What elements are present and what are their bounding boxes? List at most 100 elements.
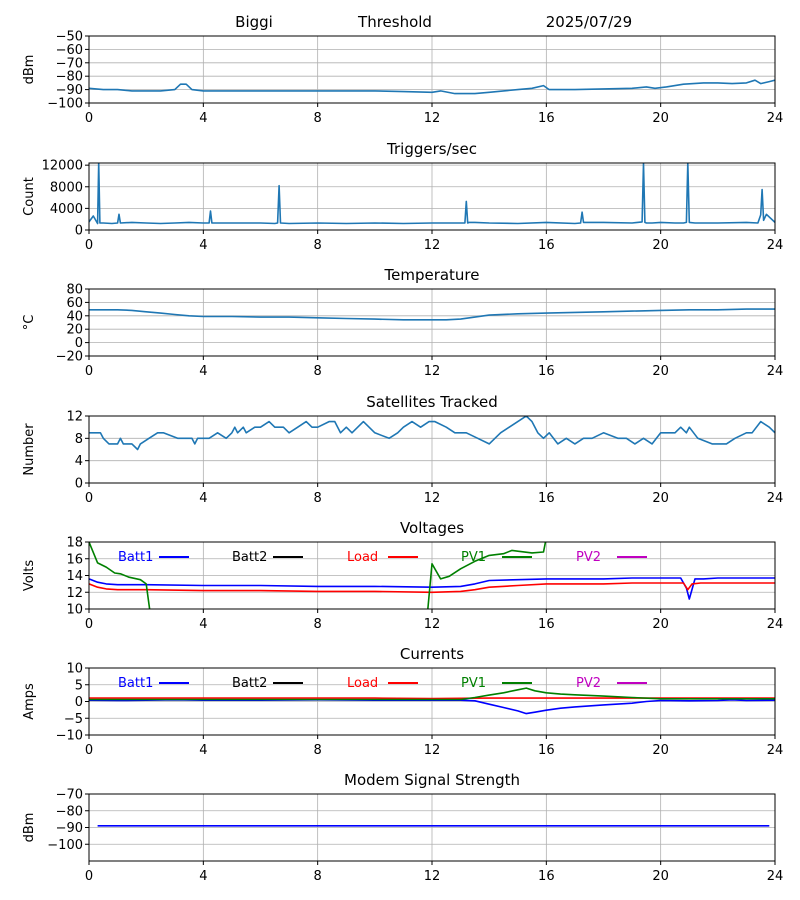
x-tick-label: 4 — [199, 491, 207, 506]
y-tick-label: −100 — [47, 97, 83, 112]
y-tick-label: −20 — [56, 350, 83, 365]
y-tick-label: −70 — [56, 56, 83, 71]
x-tick-label: 24 — [767, 869, 784, 884]
y-axis-label-currents: Amps — [22, 683, 37, 720]
x-tick-label: 0 — [85, 617, 93, 632]
y-tick-label: 40 — [66, 309, 83, 324]
x-tick-label: 4 — [199, 869, 207, 884]
x-tick-label: 0 — [85, 491, 93, 506]
y-axis-label-temperature: °C — [22, 315, 37, 331]
series-line-triggers-0 — [89, 163, 775, 225]
y-tick-label: −10 — [56, 729, 83, 744]
y-tick-label: −5 — [64, 712, 83, 727]
x-tick-label: 20 — [652, 743, 669, 758]
header-station: Biggi — [235, 13, 273, 31]
y-tick-label: 0 — [75, 224, 83, 239]
series-line-satellites-0 — [89, 416, 775, 451]
chart-title-modem: Modem Signal Strength — [344, 771, 520, 789]
x-tick-label: 24 — [767, 491, 784, 506]
x-tick-label: 16 — [538, 491, 555, 506]
x-tick-label: 16 — [538, 617, 555, 632]
x-tick-label: 8 — [314, 238, 322, 253]
legend-label-batt2: Batt2 — [232, 550, 267, 565]
x-tick-label: 8 — [314, 491, 322, 506]
series-line-threshold-0 — [89, 79, 775, 95]
x-tick-label: 4 — [199, 111, 207, 126]
y-tick-label: 20 — [66, 323, 83, 338]
x-tick-label: 12 — [424, 743, 441, 758]
y-tick-label: −100 — [47, 838, 83, 853]
header-label: Threshold — [357, 13, 432, 31]
y-axis-label-satellites: Number — [22, 423, 37, 476]
y-axis-label-voltages: Volts — [22, 560, 37, 592]
y-tick-label: −80 — [56, 70, 83, 85]
y-tick-label: 12000 — [42, 159, 83, 174]
x-tick-label: 0 — [85, 238, 93, 253]
y-tick-label: 0 — [75, 695, 83, 710]
legend-label-pv2: PV2 — [576, 676, 601, 691]
x-tick-label: 24 — [767, 617, 784, 632]
legend-label-pv1: PV1 — [461, 550, 486, 565]
x-tick-label: 0 — [85, 111, 93, 126]
legend-label-pv2: PV2 — [576, 550, 601, 565]
y-tick-label: 4000 — [50, 202, 83, 217]
chart-title-triggers: Triggers/sec — [386, 140, 477, 158]
legend-label-batt2: Batt2 — [232, 676, 267, 691]
x-tick-label: 20 — [652, 111, 669, 126]
chart-title-currents: Currents — [400, 645, 464, 663]
x-tick-label: 24 — [767, 743, 784, 758]
x-tick-label: 4 — [199, 743, 207, 758]
x-tick-label: 12 — [424, 491, 441, 506]
y-tick-label: −70 — [56, 788, 83, 803]
y-tick-label: 10 — [66, 662, 83, 677]
x-tick-label: 8 — [314, 743, 322, 758]
y-tick-label: −60 — [56, 43, 83, 58]
chart-title-voltages: Voltages — [400, 519, 464, 537]
header-date: 2025/07/29 — [546, 13, 632, 31]
y-tick-label: 0 — [75, 477, 83, 492]
y-tick-label: 4 — [75, 454, 83, 469]
x-tick-label: 20 — [652, 238, 669, 253]
x-tick-label: 8 — [314, 869, 322, 884]
x-tick-label: 24 — [767, 364, 784, 379]
y-axis-label-threshold: dBm — [22, 55, 37, 85]
x-tick-label: 12 — [424, 111, 441, 126]
x-tick-label: 0 — [85, 364, 93, 379]
x-tick-label: 16 — [538, 364, 555, 379]
x-tick-label: 0 — [85, 869, 93, 884]
x-tick-label: 16 — [538, 238, 555, 253]
x-tick-label: 4 — [199, 364, 207, 379]
series-line-currents-pv1 — [89, 687, 775, 701]
y-tick-label: 8000 — [50, 180, 83, 195]
x-tick-label: 20 — [652, 491, 669, 506]
y-tick-label: 5 — [75, 678, 83, 693]
legend-label-load: Load — [347, 550, 378, 565]
y-axis-label-modem: dBm — [22, 813, 37, 843]
x-tick-label: 20 — [652, 364, 669, 379]
y-tick-label: 12 — [66, 410, 83, 425]
x-tick-label: 8 — [314, 617, 322, 632]
y-tick-label: 18 — [66, 536, 83, 551]
y-tick-label: −80 — [56, 804, 83, 819]
series-line-voltages-batt1 — [89, 577, 775, 600]
y-tick-label: 0 — [75, 336, 83, 351]
x-tick-label: 12 — [424, 364, 441, 379]
y-tick-label: 16 — [66, 552, 83, 567]
x-tick-label: 4 — [199, 617, 207, 632]
series-line-voltages-load — [89, 582, 775, 594]
x-tick-label: 12 — [424, 869, 441, 884]
x-tick-label: 20 — [652, 617, 669, 632]
y-tick-label: 80 — [66, 283, 83, 298]
y-tick-label: 12 — [66, 586, 83, 601]
chart-title-temperature: Temperature — [383, 266, 479, 284]
x-tick-label: 24 — [767, 111, 784, 126]
x-tick-label: 8 — [314, 111, 322, 126]
legend-label-load: Load — [347, 676, 378, 691]
y-tick-label: 60 — [66, 296, 83, 311]
chart-title-satellites: Satellites Tracked — [366, 393, 497, 411]
x-tick-label: 24 — [767, 238, 784, 253]
x-tick-label: 20 — [652, 869, 669, 884]
series-line-temperature-0 — [89, 308, 775, 321]
y-tick-label: −90 — [56, 821, 83, 836]
